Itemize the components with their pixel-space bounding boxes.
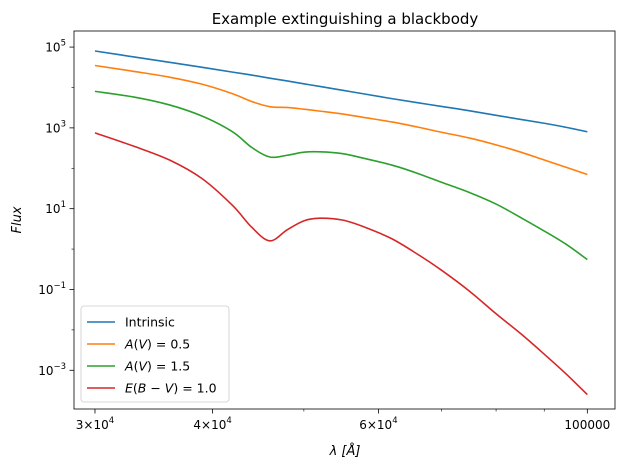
- x-tick-label-2: 6×104: [359, 416, 397, 432]
- series-line-1: [94, 64, 588, 176]
- plot-frame: [73, 30, 616, 410]
- x-tick-label-0: 3×104: [76, 416, 114, 432]
- chart-title: Example extinguishing a blackbody: [212, 10, 479, 28]
- legend-label-0: Intrinsic: [125, 315, 175, 330]
- series-line-2: [94, 90, 588, 261]
- legend-label-1: A(V) = 0.5: [124, 337, 190, 352]
- x-tick-label-3: 100000: [564, 418, 610, 432]
- plot-lines: [94, 50, 588, 396]
- legend-box: [80, 305, 230, 403]
- legend-label-2: A(V) = 1.5: [124, 359, 190, 374]
- x-axis-label: λ [Å]: [329, 443, 361, 459]
- legend-label-3: E(B − V) = 1.0: [125, 381, 217, 396]
- y-tick-label-4: 10−3: [38, 362, 66, 378]
- x-axis: 3×104 4×104 6×104 100000: [76, 409, 610, 432]
- y-tick-label-3: 10−1: [38, 281, 66, 297]
- y-tick-label-2: 101: [45, 200, 66, 216]
- series-line-3: [94, 132, 588, 396]
- series-line-0: [94, 50, 588, 133]
- y-axis: 105 103 101 10−1 10−3: [38, 39, 74, 378]
- y-tick-label-0: 105: [45, 39, 66, 55]
- legend: Intrinsic A(V) = 0.5 A(V) = 1.5 E(B − V) = …: [80, 305, 230, 403]
- y-tick-label-1: 103: [45, 119, 66, 135]
- y-axis-label: Flux: [10, 206, 25, 233]
- x-tick-label-1: 4×104: [193, 416, 231, 432]
